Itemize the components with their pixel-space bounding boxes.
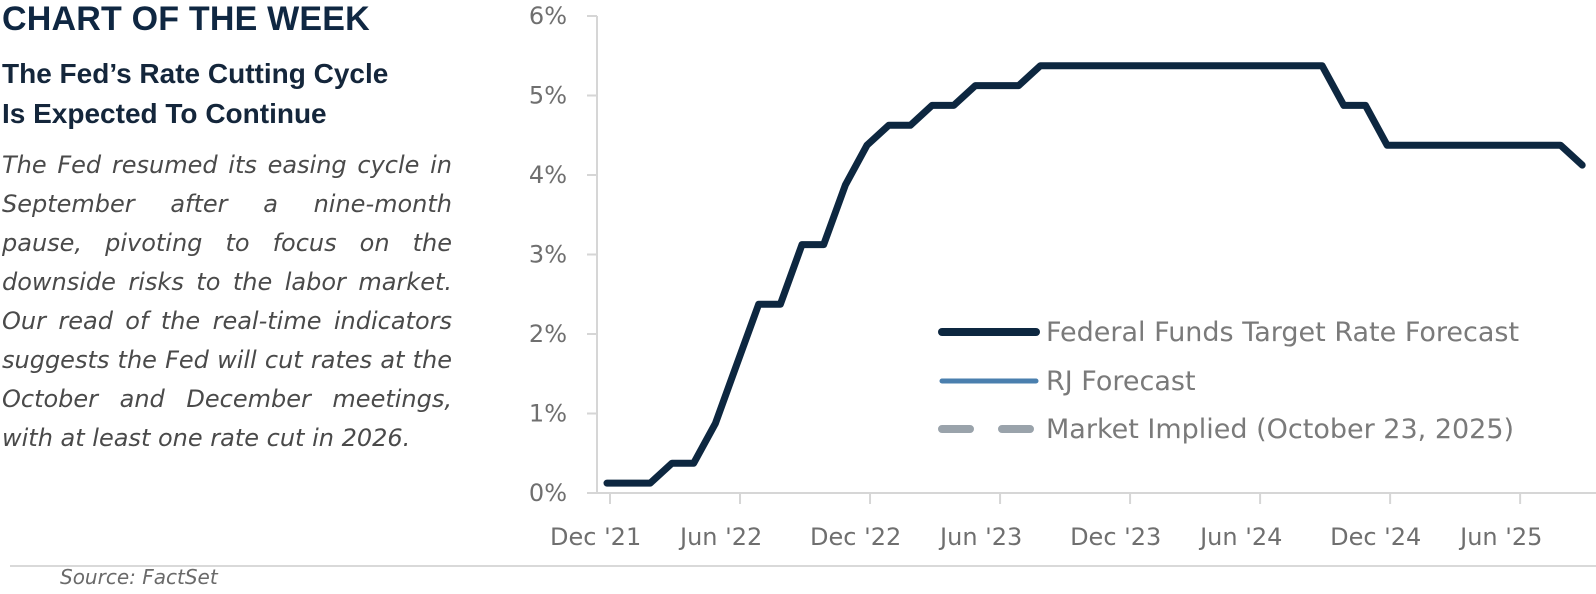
series-layer <box>603 62 1586 487</box>
legend-label: Market Implied (October 23, 2025) <box>1046 414 1514 445</box>
x-ticks: Dec '21 Jun '22 Dec '22 Jun '23 Dec '23 Jun '… <box>550 493 1542 551</box>
y-tick-label: 3% <box>529 241 567 269</box>
y-tick-label: 1% <box>529 400 567 428</box>
eyebrow-title: CHART OF THE WEEK <box>2 0 370 38</box>
legend: Federal Funds Target Rate Forecast RJ For… <box>938 317 1519 445</box>
x-tick-label: Dec '24 <box>1330 523 1421 551</box>
x-tick-label: Jun '24 <box>1198 523 1282 551</box>
source-note: Source: FactSet <box>60 565 218 589</box>
headline-line-2: Is Expected To Continue <box>2 98 327 129</box>
x-tick-label: Jun '23 <box>938 523 1022 551</box>
footer-divider <box>10 565 1596 567</box>
x-tick-label: Dec '21 <box>550 523 641 551</box>
y-tick-label: 5% <box>529 82 567 110</box>
y-tick-label: 2% <box>529 320 567 348</box>
x-tick-label: Jun '22 <box>678 523 762 551</box>
y-tick-label: 6% <box>529 2 567 30</box>
x-tick-label: Dec '22 <box>810 523 901 551</box>
y-tick-label: 4% <box>529 161 567 189</box>
series-line <box>603 62 1586 487</box>
y-ticks: 0% 1% 2% 3% 4% 5% 6% <box>529 2 597 507</box>
y-tick-label: 0% <box>529 479 567 507</box>
commentary-panel: CHART OF THE WEEK The Fed’s Rate Cutting… <box>2 0 452 458</box>
x-tick-label: Jun '25 <box>1458 523 1542 551</box>
legend-label: Federal Funds Target Rate Forecast <box>1046 317 1519 348</box>
commentary-text: The Fed resumed its easing cycle in Sept… <box>2 151 452 452</box>
headline: The Fed’s Rate Cutting Cycle Is Expected… <box>2 54 452 134</box>
legend-label: RJ Forecast <box>1046 366 1196 397</box>
headline-line-1: The Fed’s Rate Cutting Cycle <box>2 58 389 89</box>
x-tick-label: Dec '23 <box>1070 523 1161 551</box>
